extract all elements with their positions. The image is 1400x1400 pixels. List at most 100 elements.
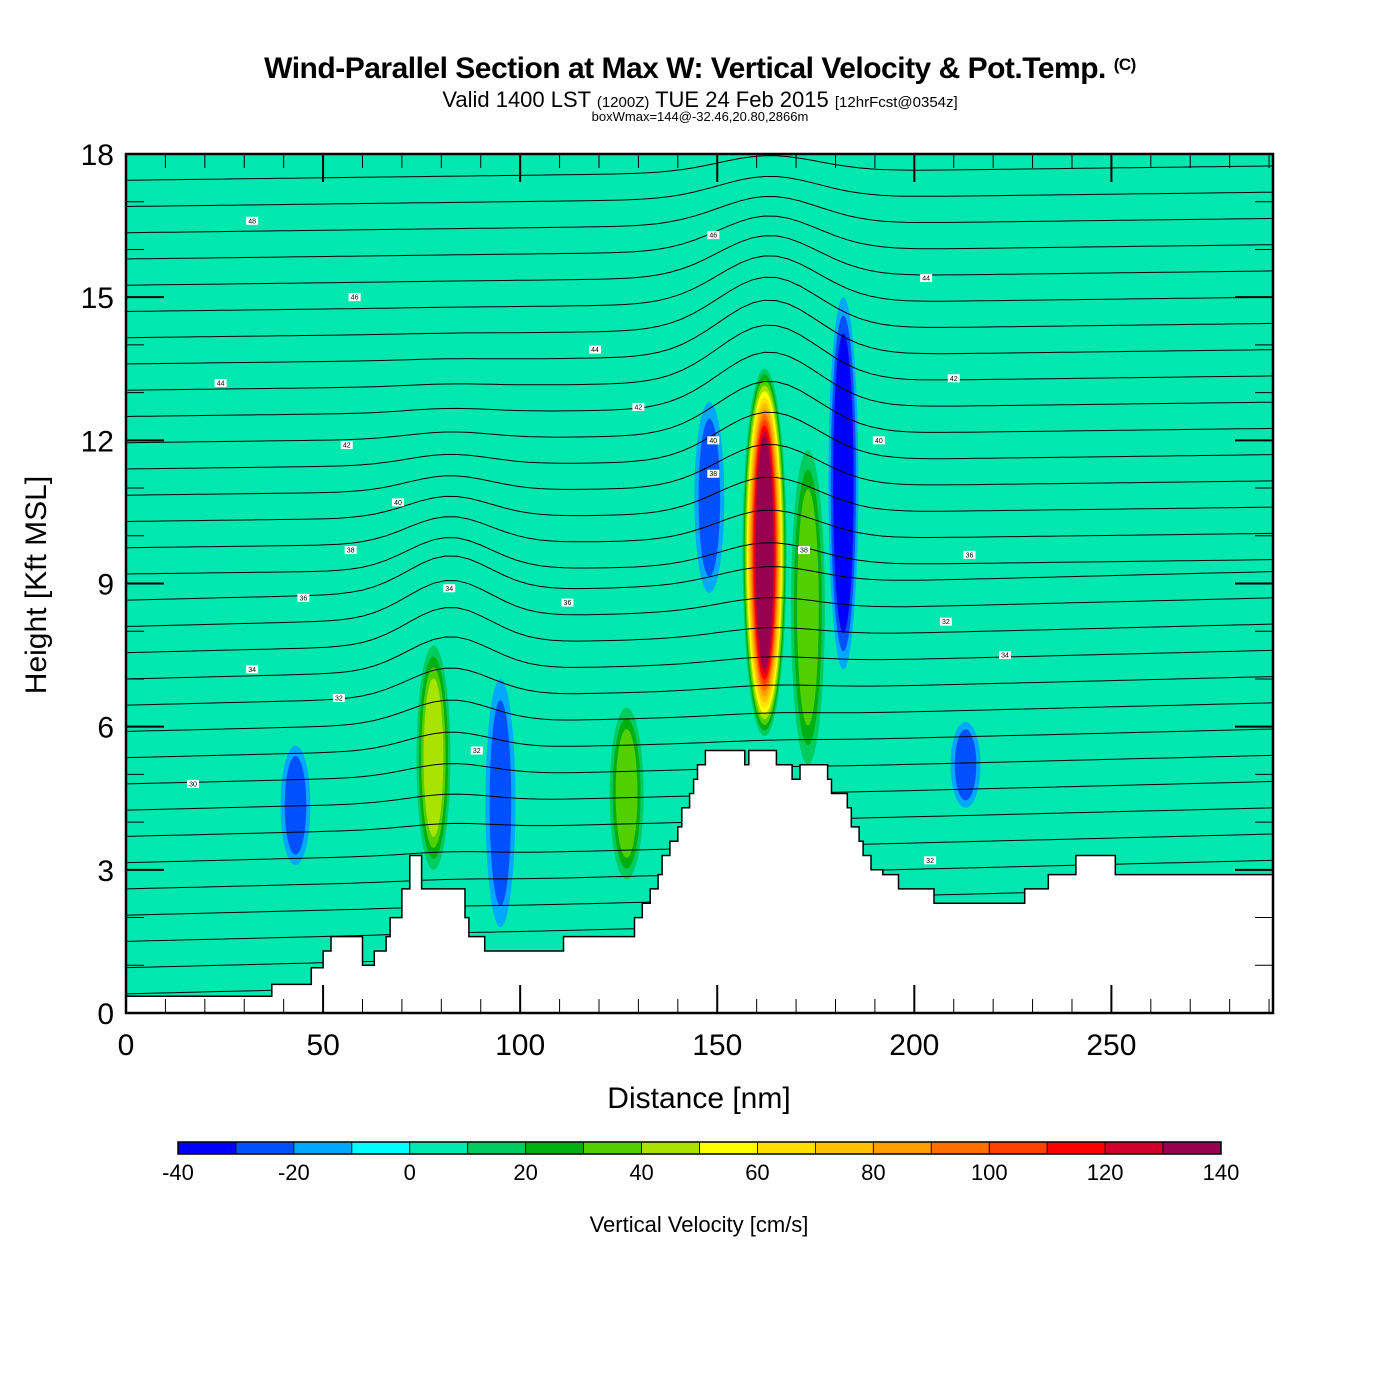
colorbar-swatch [351,1141,411,1155]
isentrope-label-text: 42 [635,404,643,411]
isentrope-label: 36 [963,550,976,559]
colorbar-tick-label: -40 [162,1160,194,1185]
isentrope-label-bg [939,617,952,626]
isentrope-label-text: 32 [335,696,343,703]
isentrope-line [126,537,1273,575]
colorbar-swatch [1104,1141,1164,1155]
isentrope-label-bg [707,231,720,240]
weak-updraft-region [539,154,560,393]
velocity-field [133,154,1273,999]
isentrope-label-text: 40 [394,500,402,507]
downdraft-upwind [698,418,721,577]
isentrope-label-text: 48 [248,218,256,225]
isentrope-label-text: 38 [800,548,808,555]
isentrope-label: 44 [589,345,602,354]
colorbar-swatch [235,1141,295,1155]
isentrope-line [126,195,1273,234]
isentrope-label: 42 [340,441,353,450]
isentrope-label: 32 [939,617,952,626]
isentrope-label: 38 [797,546,810,555]
isentrope-label-bg [187,779,200,788]
y-tick-labels: 0 3 6 9 12 15 18 [81,139,114,1031]
isentrope-label-text: 34 [1001,653,1009,660]
isentrope-label-bg [963,550,976,559]
colorbar-swatch [177,1141,237,1155]
isentrope-line [126,607,1273,654]
isentrope-label: 32 [470,746,483,755]
isentrope-label-bg [332,694,345,703]
isentrope-label: 32 [924,856,937,865]
isentrope-line [126,443,1273,496]
isentrope-label-text: 32 [926,858,934,865]
isentrope-line [126,255,1273,312]
isentrope-label: 46 [348,293,361,302]
colorbar-swatch [699,1141,758,1155]
isentrope-line [126,509,1273,549]
isentrope-label-text: 46 [709,233,717,240]
isentrope-label-text: 38 [709,471,717,478]
isentrope-label-bg [340,441,353,450]
subtitle-valid: Valid 1400 LST [442,87,591,112]
isentrope-labels: 48 46 44 42 40 38 36 34 32 30 34 36 32 44 42 46 40 38 38 44… [187,216,1011,865]
isentrope-line [126,235,1273,286]
isentrope-line [126,351,1273,417]
subtitle-forecast: [12hrFcst@0354z] [834,94,958,111]
isentrope-line [126,380,1273,444]
isentrope-line [126,276,1273,339]
x-tick-label: 0 [118,1029,135,1062]
x-tick-labels: 0 50 100 150 200 250 [118,1029,1137,1062]
x-tick-label: 250 [1086,1029,1136,1062]
isentrope-label-text: 32 [942,619,950,626]
weak-updraft-region [157,583,190,823]
downdraft-lee [835,351,852,615]
isentrope-label-text: 40 [875,438,883,445]
colorbar-tick-label: 20 [513,1160,537,1185]
isentrope-line [126,299,1273,365]
subtitle-zulu: (1200Z) [596,94,650,111]
colorbar-swatch [525,1141,585,1155]
colorbar-tick-label: 60 [745,1160,769,1185]
isentrope-label: 38 [707,469,720,478]
weak-updraft-region [228,726,264,823]
isentrope-label-bg [797,546,810,555]
isentrope-label: 48 [246,216,259,225]
isentrope-label-bg [348,293,361,302]
isentrope-label: 34 [246,665,259,674]
colorbar-swatch [641,1141,700,1155]
weak-updraft-region [855,559,974,632]
colorbar-swatch [814,1141,874,1155]
isentrope-line [126,667,1273,706]
colorbar-swatch [293,1141,353,1155]
isentrope-label-text: 34 [445,586,453,593]
y-tick-label: 12 [81,425,114,458]
terrain-mask [126,749,1273,1013]
isentrope-label: 40 [391,498,404,507]
x-tick-label: 150 [692,1029,742,1062]
isentrope-label: 36 [561,598,574,607]
isentrope-label-bg [246,216,259,225]
isentrope-label: 36 [297,593,310,602]
y-tick-label: 3 [97,855,114,888]
weak-updraft-region [874,154,935,393]
weak-updraft-region [717,154,757,345]
isentrope-line [126,699,1273,732]
isentrope-label-text: 36 [564,600,572,607]
weak-updraft-region [204,941,245,999]
isentrope-label-bg [632,402,645,411]
colorbar-title: Vertical Velocity [cm/s] [590,1212,809,1237]
isentrope-label-text: 46 [351,295,359,302]
colorbar-swatch [930,1141,990,1155]
weak-updraft-region [934,297,974,584]
isentrope-label-bg [707,436,720,445]
plot-area: 48 46 44 42 40 38 36 34 32 30 34 36 32 44 42 46 40 38 38 44… [126,154,1273,1013]
isentrope-label-text: 36 [299,595,307,602]
weak-updraft-region [141,941,166,999]
colorbar [177,1141,1222,1155]
isentrope-label-bg [391,498,404,507]
isentrope-label: 42 [632,402,645,411]
isentrope-line [126,411,1273,470]
chart-title: Wind-Parallel Section at Max W: Vertical… [0,52,1400,86]
colorbar-tick-label: 80 [861,1160,885,1185]
x-tick-label: 100 [495,1029,545,1062]
isentrope-label-text: 38 [347,548,355,555]
